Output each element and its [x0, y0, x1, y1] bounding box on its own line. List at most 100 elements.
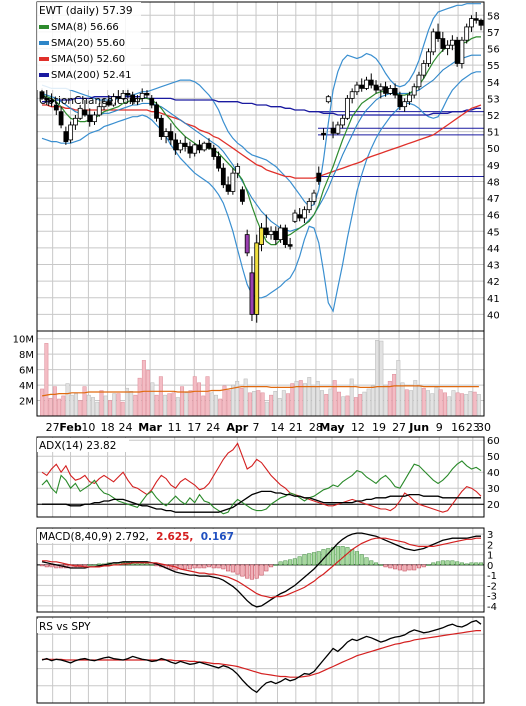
macd-tick-label: 2 [487, 540, 493, 551]
macd-histogram-bar [364, 557, 369, 566]
macd-histogram-bar [254, 564, 259, 579]
candle-body [349, 91, 355, 99]
price-tick-label: 41 [487, 294, 500, 305]
candle-body [359, 84, 365, 89]
candle-body [96, 106, 102, 116]
macd-histogram-bar [226, 564, 231, 572]
candle-body [340, 117, 346, 126]
candle-body [306, 200, 312, 211]
volume-bar [303, 383, 307, 417]
volume-bar [434, 387, 439, 417]
volume-bar [137, 377, 142, 417]
price-tick-label: 42 [487, 277, 500, 288]
volume-bar [252, 391, 257, 417]
macd-histogram-bar [397, 564, 402, 571]
volume-average-line [41, 385, 479, 397]
macd-tick-label: -4 [487, 602, 497, 613]
volume-bar [417, 384, 422, 417]
candle-body [354, 84, 360, 93]
candle-body [53, 104, 59, 111]
candle-body [187, 146, 193, 154]
date-tick-label: 27 [392, 421, 406, 434]
adx-tick-label: 40 [487, 468, 500, 479]
macd-title: MACD(8,40,9) 2.792, [39, 531, 149, 543]
macd-histogram-bar [87, 564, 92, 566]
volume-bar [107, 400, 112, 417]
volume-tick-label: 10M [13, 335, 34, 346]
macd-histogram [39, 546, 484, 580]
watermark: OptionChance.com [39, 95, 139, 107]
candle-body [426, 51, 431, 64]
candle-body [321, 132, 326, 136]
volume-bar [52, 386, 57, 417]
volume-bar [349, 378, 354, 417]
macd-histogram-bar [278, 561, 283, 566]
candles [39, 11, 484, 323]
candle-body [197, 144, 202, 151]
date-tick-label: 14 [270, 421, 284, 434]
rs-frame [36, 616, 485, 704]
volume-bar [205, 376, 210, 417]
candle-body [302, 209, 307, 219]
macd-histogram-bar [268, 564, 274, 568]
macd-histogram-bar [445, 560, 450, 566]
macd-histogram-bar [331, 547, 336, 566]
macd-histogram-bar [259, 564, 264, 576]
candle-body [244, 234, 250, 254]
date-tick-label: 7 [253, 421, 260, 434]
volume-bar [311, 386, 316, 417]
volume-bar [235, 380, 240, 417]
candle-body [130, 94, 136, 103]
volume-bar [362, 391, 367, 417]
macd-histogram-bar [283, 560, 288, 566]
volume-bar [396, 360, 401, 417]
macd-histogram-bar [92, 564, 97, 566]
date-tick-label: 10 [81, 421, 95, 434]
volume-bar [44, 343, 49, 417]
candle-body [77, 107, 83, 119]
macd-histogram-bar [240, 564, 245, 577]
candle-body [449, 39, 455, 46]
macd-histogram-bar [292, 558, 297, 566]
macd-histogram-bar [450, 560, 455, 566]
volume-bar [99, 390, 104, 417]
price-tick-label: 58 [487, 11, 500, 22]
macd-histogram-bar [350, 549, 355, 566]
candle-body [125, 92, 131, 96]
candle-body [459, 39, 465, 64]
legend-swatch [39, 73, 49, 77]
legend-swatch [39, 25, 49, 29]
date-tick-label: Apr [226, 421, 248, 434]
rs-panel: RS vs SPY [36, 616, 485, 704]
macd-histogram-bar [297, 556, 302, 566]
candle-body [49, 99, 54, 103]
adx-frame [36, 436, 485, 518]
volume-bar [230, 384, 235, 417]
date-tick-label: 24 [206, 421, 220, 434]
volume-bar [214, 394, 218, 417]
macd-histogram-bar [192, 564, 197, 569]
candle-body [402, 101, 408, 108]
macd-histogram-bar [354, 551, 359, 566]
macd-histogram-bar [197, 564, 202, 569]
volume-bar [459, 393, 464, 417]
volume-bar [82, 386, 87, 417]
macd-histogram-bar [149, 564, 154, 566]
volume-bar [247, 392, 252, 417]
candle-body [144, 92, 150, 96]
candle-body [249, 272, 255, 315]
volume-bar [286, 393, 291, 417]
volume-bar [226, 390, 231, 417]
candle-body [92, 114, 97, 123]
price-tick-label: 44 [487, 244, 500, 255]
candle-body [454, 39, 460, 64]
macd-histogram-bar [455, 561, 460, 566]
candle-body [263, 227, 269, 236]
candle-body [254, 242, 260, 315]
volume-bar [404, 389, 409, 417]
macd-histogram-bar [478, 562, 484, 566]
volume-bar [65, 383, 70, 417]
macd-histogram-bar [335, 546, 340, 566]
